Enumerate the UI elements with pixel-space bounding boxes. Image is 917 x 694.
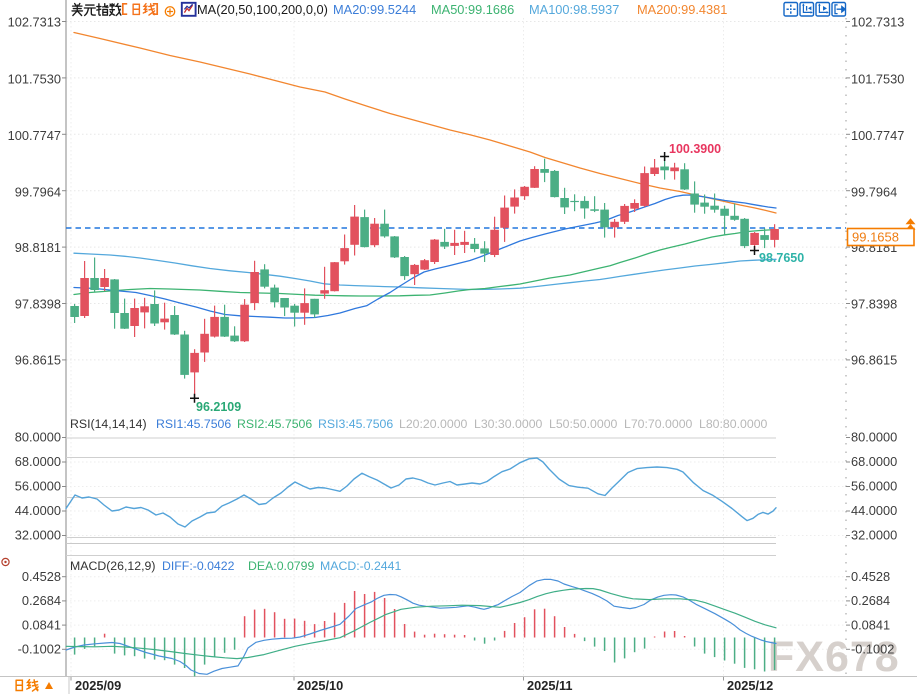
svg-text:100.3900: 100.3900 <box>669 142 721 156</box>
svg-text:44.0000: 44.0000 <box>851 503 897 518</box>
svg-text:MA(20,50,100,200,0,0): MA(20,50,100,200,0,0) <box>197 2 328 17</box>
svg-text:RSI2:45.7506: RSI2:45.7506 <box>237 417 312 431</box>
svg-text:102.7313: 102.7313 <box>8 15 61 30</box>
svg-text:0.4528: 0.4528 <box>851 569 890 584</box>
svg-text:-0.1002: -0.1002 <box>851 642 894 657</box>
svg-text:56.0000: 56.0000 <box>851 479 897 494</box>
svg-text:102.7313: 102.7313 <box>851 15 904 30</box>
svg-text:97.8398: 97.8398 <box>15 296 61 311</box>
svg-text:0.2684: 0.2684 <box>22 593 61 608</box>
svg-text:56.0000: 56.0000 <box>15 479 61 494</box>
svg-text:99.7964: 99.7964 <box>15 184 61 199</box>
svg-text:100.7747: 100.7747 <box>851 128 904 143</box>
svg-text:MA50:99.1686: MA50:99.1686 <box>431 2 514 17</box>
svg-text:RSI1:45.7506: RSI1:45.7506 <box>156 417 231 431</box>
svg-text:80.0000: 80.0000 <box>851 430 897 445</box>
svg-text:44.0000: 44.0000 <box>15 503 61 518</box>
svg-text:2025/10: 2025/10 <box>297 678 343 693</box>
svg-text:L70:70.0000: L70:70.0000 <box>624 417 693 431</box>
svg-text:99.7964: 99.7964 <box>851 184 897 199</box>
svg-text:99.1658: 99.1658 <box>852 230 899 245</box>
svg-text:L50:50.0000: L50:50.0000 <box>549 417 618 431</box>
svg-text:100.7747: 100.7747 <box>8 128 61 143</box>
svg-text:2025/12: 2025/12 <box>727 678 773 693</box>
svg-text:101.7530: 101.7530 <box>8 72 61 87</box>
svg-text:101.7530: 101.7530 <box>851 72 904 87</box>
svg-text:98.7650: 98.7650 <box>759 251 804 265</box>
svg-text:96.2109: 96.2109 <box>196 400 241 414</box>
svg-text:32.0000: 32.0000 <box>851 528 897 543</box>
svg-text:MACD:-0.2441: MACD:-0.2441 <box>320 559 401 573</box>
svg-text:2025/09: 2025/09 <box>75 678 121 693</box>
svg-text:96.8615: 96.8615 <box>851 353 897 368</box>
svg-text:2025/11: 2025/11 <box>527 678 573 693</box>
svg-text:MACD(26,12,9): MACD(26,12,9) <box>70 559 155 573</box>
svg-text:RSI(14,14,14): RSI(14,14,14) <box>70 417 147 431</box>
svg-text:L80:80.0000: L80:80.0000 <box>699 417 768 431</box>
svg-text:98.8181: 98.8181 <box>15 240 61 255</box>
svg-text:DEA:0.0799: DEA:0.0799 <box>248 559 314 573</box>
svg-text:L30:30.0000: L30:30.0000 <box>474 417 543 431</box>
svg-text:0.0841: 0.0841 <box>851 617 890 632</box>
svg-text:FX678: FX678 <box>768 633 900 681</box>
svg-text:0.0841: 0.0841 <box>22 617 61 632</box>
svg-text:RSI3:45.7506: RSI3:45.7506 <box>318 417 393 431</box>
svg-text:68.0000: 68.0000 <box>15 454 61 469</box>
svg-text:97.8398: 97.8398 <box>851 296 897 311</box>
svg-text:96.8615: 96.8615 <box>15 353 61 368</box>
svg-text:0.4528: 0.4528 <box>22 569 61 584</box>
svg-text:MA200:99.4381: MA200:99.4381 <box>637 2 727 17</box>
svg-text:-0.1002: -0.1002 <box>18 642 61 657</box>
svg-text:68.0000: 68.0000 <box>851 454 897 469</box>
svg-text:MA20:99.5244: MA20:99.5244 <box>333 2 416 17</box>
svg-text:80.0000: 80.0000 <box>15 430 61 445</box>
svg-text:32.0000: 32.0000 <box>15 528 61 543</box>
svg-text:MA100:98.5937: MA100:98.5937 <box>529 2 619 17</box>
svg-text:L20:20.0000: L20:20.0000 <box>399 417 468 431</box>
svg-text:DIFF:-0.0422: DIFF:-0.0422 <box>162 559 235 573</box>
svg-text:0.2684: 0.2684 <box>851 593 890 608</box>
